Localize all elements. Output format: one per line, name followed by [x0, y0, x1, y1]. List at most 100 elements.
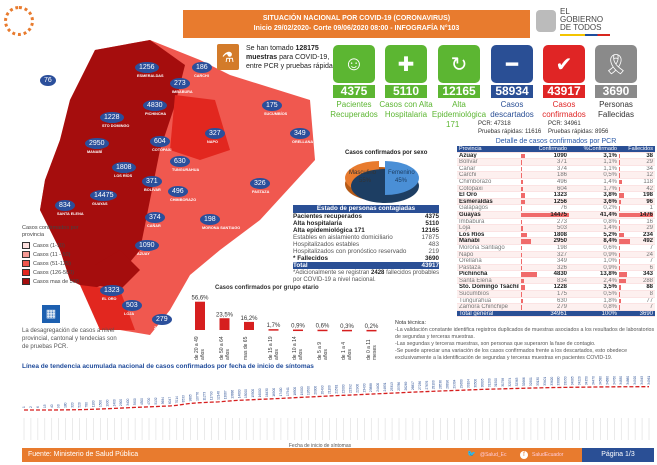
trend-value-label: 23888 — [369, 383, 373, 392]
cell-text: 1090 — [553, 152, 567, 159]
province-bubble[interactable]: 604 — [150, 136, 170, 147]
cell-text: 42 — [646, 185, 653, 192]
twitter-handle[interactable]: @Salud_Ec — [480, 452, 507, 458]
status-table: Estado de personas contagiadas Pacientes… — [293, 205, 439, 269]
table-cell: 2950 — [519, 238, 569, 244]
table-cell: 327 — [519, 252, 569, 257]
province-bubble[interactable]: 371 — [142, 176, 162, 187]
epidemiological-icon: ↻ — [438, 45, 480, 83]
province-bubble[interactable]: 503 — [122, 300, 142, 311]
stat-value: 12165 — [438, 85, 480, 98]
stat-label: Pacientes Recuperados — [330, 100, 378, 119]
facebook-icon[interactable]: f — [520, 451, 528, 459]
cell-text: Loja — [459, 225, 471, 231]
twitter-icon[interactable]: 🐦 — [467, 451, 476, 458]
trend-value-label: 15000 — [244, 389, 248, 398]
trend-value-label: 27236 — [418, 381, 422, 390]
table-cell: 175 — [519, 291, 569, 297]
province-bubble[interactable]: 279 — [152, 314, 172, 325]
status-total-row: Total 43917 — [293, 262, 439, 269]
cell-text: 279 — [556, 304, 567, 311]
table-cell: 8,4% — [569, 238, 617, 244]
cell-text: 374 — [556, 165, 567, 172]
province-bubble[interactable]: 186 — [192, 62, 212, 73]
footer: Fuente: Ministerio de Salud Pública 🐦 @S… — [22, 448, 654, 462]
province-bubble[interactable]: 1808 — [112, 162, 136, 173]
province-bubble[interactable]: 1323 — [100, 285, 124, 296]
trend-value-label: 21100 — [328, 385, 332, 394]
table-cell: 38 — [617, 153, 655, 158]
cell-text: 492 — [642, 238, 653, 245]
note-line: -Las segundas y terceras muestras, son p… — [395, 341, 596, 347]
confirmed-bar — [521, 206, 522, 211]
legend-swatch — [22, 278, 30, 286]
cell-text: 96 — [646, 198, 653, 205]
cell-text: 175 — [556, 291, 567, 298]
trend-value-label: 34580 — [598, 376, 602, 385]
coat-of-arms-icon — [536, 10, 556, 32]
cell-text: Morona Santiago — [459, 244, 505, 251]
status-total-label: Total — [293, 262, 308, 269]
province-bubble[interactable]: 834 — [55, 200, 75, 211]
trend-value-label: 23430 — [362, 383, 366, 392]
trend-value-label: 32074 — [508, 378, 512, 387]
province-bubble[interactable]: 76 — [40, 75, 56, 86]
province-bubble[interactable]: 327 — [205, 128, 225, 139]
deaths-bar — [619, 226, 620, 231]
province-bubble[interactable]: 374 — [145, 212, 165, 223]
table-cell: 1,7% — [569, 186, 617, 192]
cell-text: 834 — [556, 277, 567, 284]
cell-text: 1 — [649, 205, 653, 212]
province-bubble[interactable]: 326 — [250, 178, 270, 189]
flag-stripe — [560, 34, 610, 36]
cell-text: Imbabura — [459, 218, 485, 225]
table-cell: 5,2% — [569, 232, 617, 238]
trend-value-label: 19000 — [300, 386, 304, 395]
note-line: -Se puede apreciar una variación de los … — [395, 348, 628, 361]
trend-value-label: 32901 — [529, 377, 533, 386]
province-bubble[interactable]: 496 — [168, 186, 188, 197]
trend-value-label: 30104 — [466, 379, 470, 388]
province-name: BOLÍVAR — [144, 188, 161, 192]
cell-text: 1228 — [553, 284, 567, 291]
header-subtitle: Inicio 29/02/2020- Corte 09/06/2020 08:0… — [253, 25, 460, 32]
deaths-bar — [619, 285, 622, 290]
cell-text: 41,4% — [599, 211, 617, 218]
deaths-bar — [619, 252, 620, 257]
province-name: TUNGURAHUA — [172, 168, 200, 172]
trend-value-label: 29304 — [453, 379, 457, 388]
cell-text: Cañar — [459, 165, 476, 172]
cell-text: 88 — [646, 284, 653, 291]
confirmed-bar — [521, 186, 523, 192]
deaths-bar — [619, 186, 620, 192]
hospital-discharge-icon: ✚ — [385, 45, 427, 83]
cell-text: 0,8% — [603, 218, 617, 225]
province-bubble[interactable]: 1256 — [135, 62, 159, 73]
descartados-pcr: PCR: 47318 — [478, 121, 511, 127]
age-bar-label: 1,7% — [267, 323, 281, 329]
samples-pre: Se han tomado — [246, 45, 296, 52]
stat-label: Alta Epidemiológica — [431, 100, 487, 119]
province-bubble[interactable]: 14475 — [90, 190, 118, 201]
province-bubble[interactable]: 630 — [170, 156, 190, 167]
province-bubble[interactable]: 349 — [290, 128, 310, 139]
table-cell: 0,9% — [569, 265, 617, 271]
alta-extra: 171 — [446, 120, 460, 129]
province-bubble[interactable]: 4830 — [143, 100, 167, 111]
province-bubble[interactable]: 2950 — [85, 138, 109, 149]
cell-text: 1,4% — [603, 178, 617, 185]
age-bar — [195, 301, 205, 330]
table-cell: 34 — [617, 166, 655, 171]
province-bubble[interactable]: 273 — [170, 78, 190, 89]
province-bubble[interactable]: 198 — [200, 214, 220, 225]
province-bubble[interactable]: 1090 — [135, 240, 159, 251]
province-bubble[interactable]: 1228 — [100, 112, 124, 123]
cell-text: 4830 — [553, 271, 567, 278]
table-cell: Bolívar — [457, 159, 519, 165]
province-table-title: Detalle de casos confirmados por PCR — [495, 138, 617, 145]
facebook-handle[interactable]: SaludEcuador — [532, 452, 564, 458]
table-cell: 96 — [617, 198, 655, 205]
table-cell: 1,4% — [569, 179, 617, 185]
cell-text: 604 — [556, 185, 567, 192]
province-bubble[interactable]: 175 — [262, 100, 282, 111]
